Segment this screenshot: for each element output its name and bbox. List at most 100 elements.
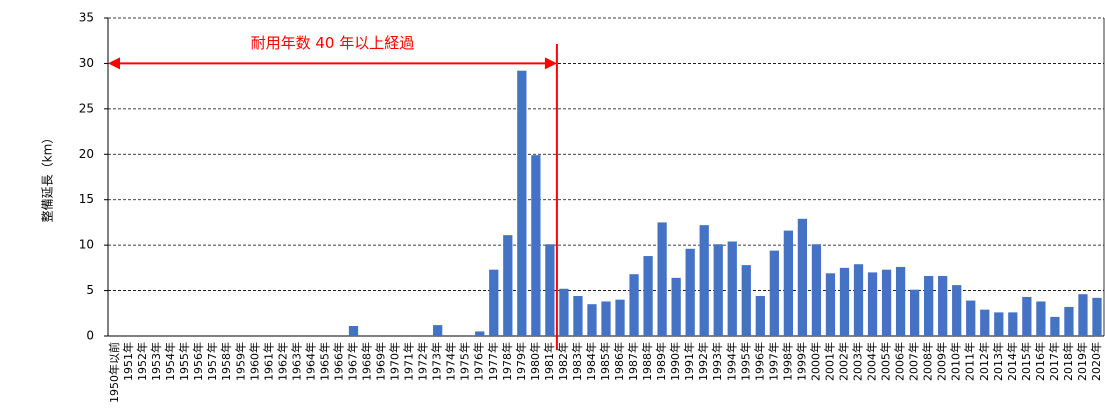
x-tick-label: 1975年 <box>458 342 472 381</box>
x-tick-label: 1995年 <box>738 342 752 381</box>
bar <box>839 267 850 336</box>
x-tick-label: 2003年 <box>851 342 865 381</box>
bar <box>348 326 359 336</box>
x-tick-label: 1981年 <box>542 342 556 381</box>
x-tick-label: 1974年 <box>444 342 458 381</box>
x-tick-label: 2002年 <box>836 342 850 381</box>
bar <box>1008 312 1018 336</box>
bar <box>657 222 667 336</box>
bar <box>1036 301 1046 336</box>
x-tick-label: 1960年 <box>247 342 261 381</box>
x-tick-label: 2009年 <box>935 342 949 381</box>
x-tick-label: 1963年 <box>289 342 303 381</box>
y-tick-label: 25 <box>79 101 94 115</box>
arrow-head <box>108 57 120 70</box>
x-tick-label: 1989年 <box>654 342 668 381</box>
bar <box>811 244 822 336</box>
x-tick-label: 1956年 <box>191 342 205 381</box>
x-tick-label: 1992年 <box>696 342 710 381</box>
bar <box>924 276 934 336</box>
x-tick-label: 1994年 <box>724 342 738 381</box>
bar <box>741 265 751 336</box>
x-tick-label: 1955年 <box>177 342 191 381</box>
bar <box>853 264 864 336</box>
x-tick-label: 1959年 <box>233 342 247 381</box>
bar <box>769 250 779 336</box>
x-tick-label: 2018年 <box>1061 342 1075 381</box>
x-tick-label: 1978年 <box>500 342 514 381</box>
x-tick-label: 1988年 <box>640 342 654 381</box>
bar <box>909 289 920 336</box>
x-tick-label: 1968年 <box>360 342 374 381</box>
x-tick-label: 1979年 <box>514 342 528 381</box>
x-tick-label: 1966年 <box>331 342 345 381</box>
bar <box>1022 296 1032 336</box>
bar <box>1078 294 1088 336</box>
x-tick-label: 1967年 <box>345 342 359 381</box>
x-tick-label: 2004年 <box>865 342 879 381</box>
x-tick-label: 1985年 <box>598 342 612 381</box>
x-tick-label: 1983年 <box>570 342 584 381</box>
annotation-text: 耐用年数 40 年以上経過 <box>251 34 415 52</box>
y-axis-label: 整備延長（km） <box>40 132 55 223</box>
x-tick-label: 1961年 <box>261 342 275 381</box>
bar <box>938 276 948 336</box>
x-tick-label: 1982年 <box>556 342 570 381</box>
x-tick-label: 1999年 <box>794 342 808 381</box>
x-tick-label: 2007年 <box>907 342 921 381</box>
bar <box>881 269 892 336</box>
x-tick-label: 1993年 <box>710 342 724 381</box>
x-tick-label: 1990年 <box>668 342 682 381</box>
bar <box>587 304 597 336</box>
x-tick-label: 1962年 <box>275 342 289 381</box>
x-tick-label: 2001年 <box>822 342 836 381</box>
x-tick-label: 1972年 <box>416 342 430 381</box>
bar <box>713 244 723 336</box>
bar <box>433 325 443 336</box>
x-tick-label: 1950年以前 <box>107 342 121 403</box>
x-tick-label: 1984年 <box>584 342 598 381</box>
y-tick-label: 20 <box>79 147 94 161</box>
x-tick-label: 2014年 <box>1005 342 1019 381</box>
x-tick-label: 1970年 <box>388 342 402 381</box>
bar <box>475 331 485 336</box>
bar <box>783 230 793 336</box>
x-tick-label: 2005年 <box>879 342 893 381</box>
x-tick-label: 1964年 <box>303 342 317 381</box>
bar <box>615 299 625 336</box>
y-tick-label: 15 <box>79 192 94 206</box>
x-tick-label: 1971年 <box>402 342 416 381</box>
bar <box>643 256 653 336</box>
bar <box>895 266 906 336</box>
x-tick-label: 1996年 <box>752 342 766 381</box>
bar <box>671 277 681 336</box>
bar <box>797 218 808 336</box>
bar <box>685 248 695 336</box>
x-tick-label: 2019年 <box>1075 342 1089 381</box>
x-tick-label: 2015年 <box>1019 342 1033 381</box>
bar <box>601 301 611 336</box>
bar <box>1050 316 1060 336</box>
y-tick-label: 30 <box>79 56 94 70</box>
x-tick-label: 2016年 <box>1033 342 1047 381</box>
x-tick-label: 1951年 <box>121 342 135 381</box>
x-tick-label: 1986年 <box>612 342 626 381</box>
bar <box>980 309 990 336</box>
bar <box>994 312 1004 336</box>
x-tick-label: 1977年 <box>486 342 500 381</box>
y-tick-label: 35 <box>79 11 94 25</box>
x-tick-label: 2020年 <box>1089 342 1103 381</box>
bar <box>966 300 976 336</box>
x-tick-label: 1952年 <box>135 342 149 381</box>
bar <box>531 155 541 336</box>
x-tick-label: 2006年 <box>893 342 907 381</box>
x-tick-label: 1954年 <box>163 342 177 381</box>
x-tick-label: 2010年 <box>949 342 963 381</box>
x-tick-label: 2017年 <box>1047 342 1061 381</box>
x-tick-label: 1957年 <box>205 342 219 381</box>
x-tick-label: 1958年 <box>219 342 233 381</box>
bar <box>517 70 527 336</box>
y-tick-label: 0 <box>86 329 94 343</box>
bar <box>952 285 962 336</box>
